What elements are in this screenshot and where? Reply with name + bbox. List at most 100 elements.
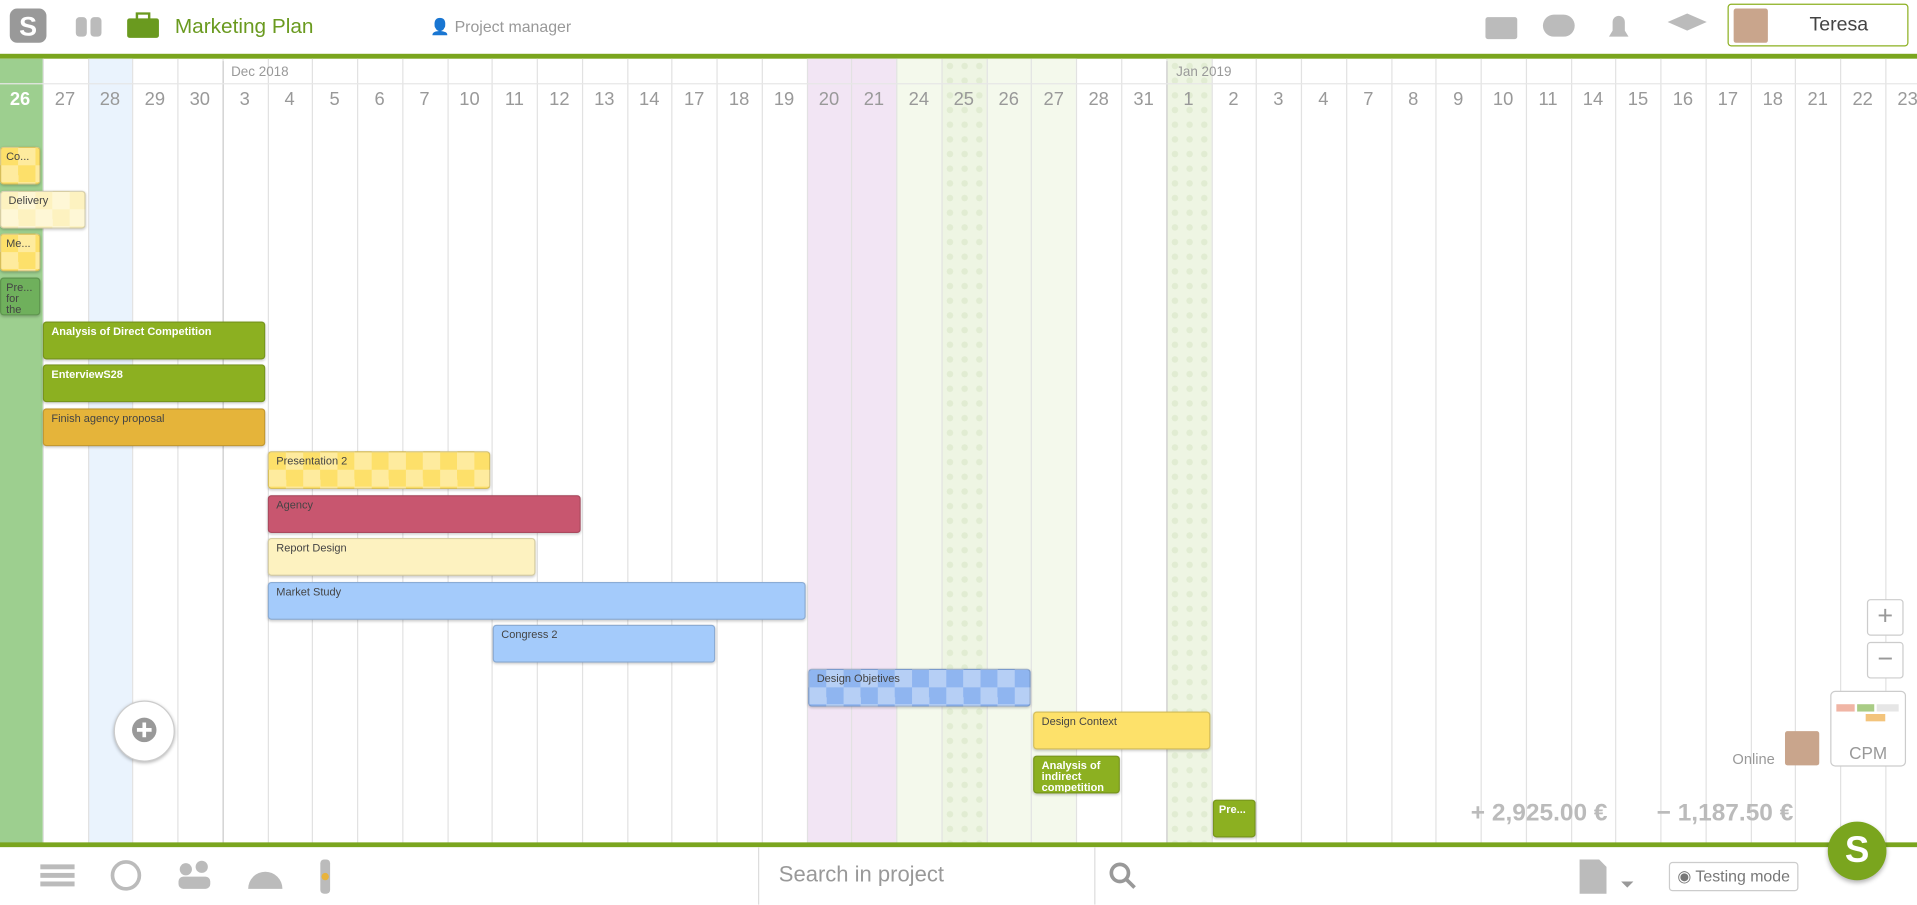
task-bar[interactable]: Design Context [1033,711,1211,750]
day-column [806,58,852,844]
day-label: 18 [728,89,750,111]
chat-button[interactable]: S [1827,821,1887,881]
cpm-button[interactable]: CPM [1830,690,1907,767]
day-label: 17 [1717,89,1739,111]
day-label: 1 [1183,89,1194,111]
day-label: 26 [998,89,1019,111]
day-label: 7 [1363,89,1374,111]
explore-icon[interactable] [73,12,105,39]
day-column [1390,58,1436,844]
zoom-out[interactable]: − [1866,641,1904,679]
day-column [1570,58,1616,844]
document-menu[interactable] [1577,857,1634,896]
toolbar-icons[interactable] [1479,7,1711,44]
project-icon[interactable] [126,12,160,39]
day-label: 29 [144,89,166,111]
logo[interactable]: S [7,6,49,48]
day-column [761,58,807,844]
day-label: 19 [773,89,795,111]
day-column [446,58,492,844]
task-bar[interactable]: EnterviewS28 [42,364,266,403]
day-column [896,58,942,844]
day-column [1480,58,1526,844]
day-column [1525,58,1571,844]
day-label: 23 [1897,89,1917,111]
search-icon[interactable] [1106,859,1138,891]
day-label: 28 [99,89,121,111]
task-bar[interactable]: Market Study [267,581,806,620]
day-column [222,58,267,844]
day-column [1885,58,1917,844]
task-bar[interactable]: Design Objetives [808,668,1031,707]
role: 👤 Project manager [430,17,572,36]
day-column [0,58,43,844]
day-label: 4 [284,89,295,111]
task-bar[interactable]: Me... [0,233,41,272]
day-label: 30 [189,89,210,111]
month-label: Jan 2019 [1176,64,1232,80]
day-column [671,58,717,844]
day-label: 2 [1228,89,1239,111]
project-title[interactable]: Marketing Plan [174,14,314,38]
day-column [716,58,762,844]
day-label: 13 [594,89,615,111]
task-bar[interactable]: Congress 2 [492,624,716,663]
day-label: 14 [638,89,660,111]
day-column [1615,58,1660,844]
online-avatar [1784,731,1820,766]
day-column [581,58,627,844]
day-column [986,58,1032,844]
day-label: 21 [1807,89,1828,111]
task-bar[interactable]: Presentation 2 [267,451,491,490]
zoom-in[interactable]: + [1866,599,1904,636]
day-label: 9 [1453,89,1464,111]
bottom-icons[interactable] [37,857,355,896]
month-label: Dec 2018 [231,64,289,80]
day-column [1705,58,1750,844]
day-label: 27 [54,89,76,111]
avatar [1733,8,1768,43]
task-bar[interactable]: Finish agency proposal [42,408,266,447]
role-text: Project manager [454,17,572,36]
bottom-rule [0,842,1917,848]
day-column [1435,58,1481,844]
day-column [1211,58,1256,844]
day-label: 8 [1408,89,1419,111]
day-label: 24 [908,89,930,111]
user-box[interactable]: Teresa [1727,3,1909,47]
testing-mode-button[interactable]: ◉ Testing mode [1668,861,1799,892]
day-label: 31 [1133,89,1154,111]
task-bar[interactable]: Report Design [267,537,536,576]
income: + 2,925.00 € [1470,799,1608,827]
day-column [626,58,672,844]
day-label: 27 [1043,89,1064,111]
divider [1094,847,1096,905]
divider [758,847,760,905]
day-label: 25 [953,89,975,111]
day-label: 3 [239,89,250,111]
search-input[interactable]: Search in project [778,861,944,887]
task-bar[interactable]: Pre... [1212,799,1256,838]
add-task-button[interactable] [113,700,175,762]
day-label: 3 [1273,89,1284,111]
task-bar[interactable]: Delivery [0,190,86,229]
cpm-label: CPM [1849,743,1888,763]
day-column [267,58,312,844]
day-label: 11 [1538,89,1558,111]
day-column [941,58,987,844]
day-label: 10 [459,89,480,111]
task-bar[interactable]: Agency [267,495,581,534]
day-label: 16 [1672,89,1694,111]
day-column [1840,58,1885,844]
task-bar[interactable]: Pre... for the [0,277,41,316]
day-column [851,58,897,844]
task-bar[interactable]: Co... [0,146,41,185]
expense-value: 1,187.50 € [1677,799,1794,827]
bottom-bar: Search in project ◉ Testing mode [0,847,1917,905]
task-bar[interactable]: Analysis of Direct Competition [42,321,266,360]
task-bar[interactable]: Analysis of indirect competition [1033,755,1120,794]
day-label: 14 [1582,89,1604,111]
testing-mode-label: Testing mode [1695,866,1790,886]
day-column [1660,58,1705,844]
